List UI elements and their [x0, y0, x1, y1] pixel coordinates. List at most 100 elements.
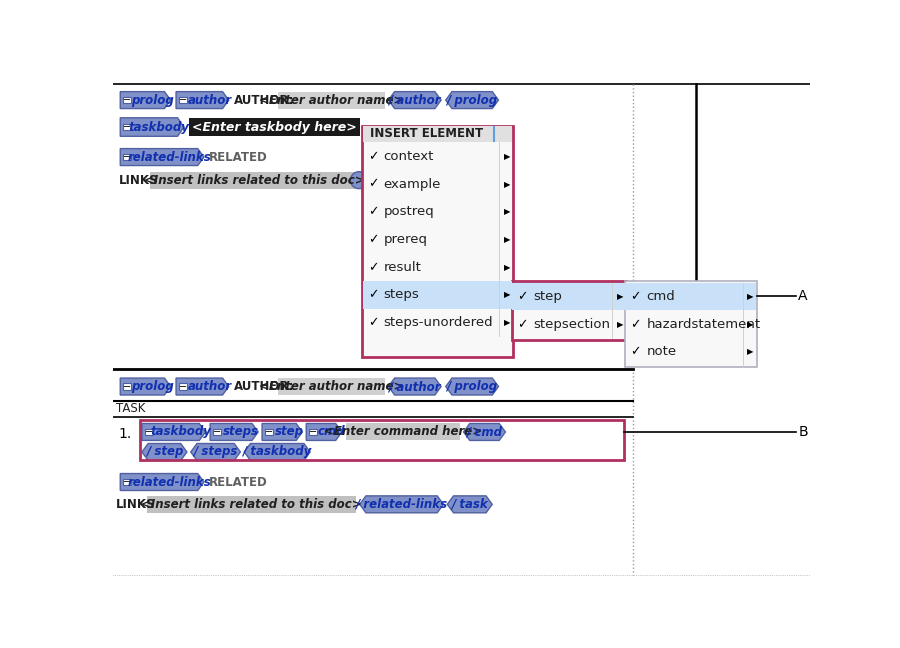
- Text: <Insert links related to this doc>: <Insert links related to this doc>: [141, 498, 362, 511]
- Text: / task: / task: [452, 498, 488, 511]
- Text: LINKS: LINKS: [119, 174, 158, 187]
- Text: ▶: ▶: [504, 262, 510, 272]
- Text: −: −: [265, 427, 273, 437]
- Bar: [145, 429, 153, 435]
- Polygon shape: [142, 443, 187, 461]
- Text: related-links: related-links: [127, 476, 211, 489]
- Bar: [189, 118, 360, 136]
- Bar: [123, 124, 131, 130]
- Text: / prolog: / prolog: [446, 380, 498, 393]
- Text: INSERT ELEMENT: INSERT ELEMENT: [370, 128, 483, 141]
- Polygon shape: [142, 424, 205, 441]
- Text: / cmd: / cmd: [466, 426, 502, 439]
- Text: ▶: ▶: [747, 292, 753, 301]
- Text: <Insert links related to this doc>: <Insert links related to this doc>: [144, 174, 364, 187]
- Circle shape: [350, 172, 367, 189]
- Polygon shape: [360, 496, 444, 513]
- Polygon shape: [121, 378, 171, 395]
- Bar: [363, 126, 512, 143]
- Bar: [512, 283, 625, 310]
- Text: ✓: ✓: [518, 318, 527, 330]
- Text: cmd: cmd: [317, 426, 345, 439]
- Text: <Enter author name>: <Enter author name>: [259, 380, 403, 393]
- Bar: [511, 281, 626, 340]
- Text: ✓: ✓: [368, 316, 378, 329]
- Text: ▶: ▶: [616, 292, 624, 301]
- Text: 1.: 1.: [119, 426, 132, 441]
- Text: hazardstatement: hazardstatement: [646, 318, 760, 330]
- Text: steps: steps: [383, 288, 419, 301]
- Text: RELATED: RELATED: [210, 476, 268, 489]
- Text: −: −: [213, 427, 221, 437]
- Text: ✓: ✓: [630, 318, 641, 330]
- Text: taskbody: taskbody: [129, 121, 189, 133]
- Text: ▶: ▶: [504, 235, 510, 244]
- Text: ✓: ✓: [368, 260, 378, 273]
- Text: −: −: [123, 95, 131, 105]
- Text: ▶: ▶: [504, 152, 510, 161]
- Polygon shape: [121, 91, 171, 109]
- Text: ✓: ✓: [368, 150, 378, 163]
- Bar: [123, 479, 131, 485]
- Text: RELATED: RELATED: [210, 150, 268, 163]
- Text: TASK: TASK: [115, 402, 145, 415]
- Polygon shape: [121, 474, 204, 491]
- Bar: [277, 91, 384, 109]
- Text: AUTHOR:: AUTHOR:: [234, 380, 294, 393]
- Polygon shape: [447, 496, 492, 513]
- Text: example: example: [383, 178, 441, 191]
- Text: / taskbody: / taskbody: [243, 445, 311, 459]
- Polygon shape: [446, 91, 499, 109]
- Text: author: author: [187, 380, 231, 393]
- Text: LINKS: LINKS: [115, 498, 155, 511]
- Text: / prolog: / prolog: [446, 93, 498, 106]
- Bar: [179, 384, 187, 389]
- Text: A: A: [798, 290, 808, 303]
- Text: context: context: [383, 150, 434, 163]
- Text: result: result: [383, 260, 421, 273]
- Text: author: author: [187, 93, 231, 106]
- Text: prolog: prolog: [131, 93, 174, 106]
- Text: ▶: ▶: [504, 179, 510, 189]
- Text: / author: / author: [389, 380, 441, 393]
- Text: ✓: ✓: [630, 345, 641, 358]
- Text: ✓: ✓: [518, 290, 527, 303]
- Text: ▶: ▶: [747, 319, 753, 329]
- Text: −: −: [123, 477, 131, 487]
- Bar: [147, 496, 356, 513]
- Bar: [123, 97, 131, 103]
- Text: ✓: ✓: [368, 178, 378, 191]
- Polygon shape: [121, 148, 204, 165]
- Text: ▶: ▶: [504, 318, 510, 327]
- Polygon shape: [191, 443, 240, 461]
- Polygon shape: [262, 424, 302, 441]
- Polygon shape: [446, 378, 499, 395]
- Text: ▶: ▶: [747, 347, 753, 356]
- Bar: [626, 283, 756, 310]
- Text: −: −: [179, 382, 187, 391]
- Text: steps: steps: [223, 426, 259, 439]
- Bar: [266, 429, 273, 435]
- Polygon shape: [389, 91, 441, 109]
- Polygon shape: [176, 378, 229, 395]
- Polygon shape: [244, 443, 310, 461]
- Text: stepsection: stepsection: [534, 318, 610, 330]
- Text: −: −: [123, 152, 131, 162]
- Bar: [213, 429, 221, 435]
- Text: <Enter taskbody here>: <Enter taskbody here>: [192, 121, 356, 133]
- Text: cmd: cmd: [646, 290, 675, 303]
- Text: −: −: [310, 427, 318, 437]
- Bar: [179, 97, 187, 103]
- Bar: [149, 172, 359, 189]
- Text: −: −: [123, 382, 131, 391]
- Text: postreq: postreq: [383, 205, 435, 218]
- Text: / author: / author: [389, 93, 441, 106]
- Text: step: step: [274, 426, 303, 439]
- Bar: [277, 378, 384, 395]
- Text: ▶: ▶: [616, 319, 624, 329]
- Text: ▶: ▶: [504, 290, 510, 299]
- Text: <Enter command here>: <Enter command here>: [324, 426, 482, 439]
- Text: steps-unordered: steps-unordered: [383, 316, 493, 329]
- Bar: [123, 384, 131, 389]
- Text: B: B: [798, 425, 808, 439]
